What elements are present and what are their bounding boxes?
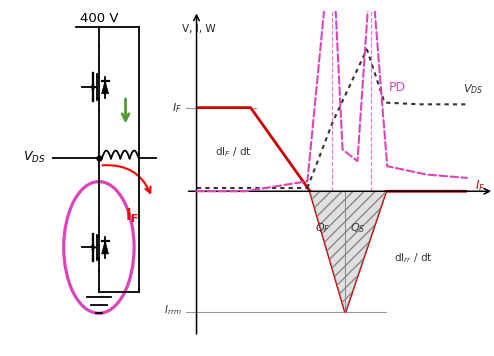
Polygon shape	[102, 81, 109, 94]
Text: $V_{DS}$: $V_{DS}$	[23, 150, 45, 165]
Text: dI$_F$ / dt: dI$_F$ / dt	[214, 145, 251, 159]
Text: $\mathbf{I_F}$: $\mathbf{I_F}$	[125, 206, 139, 225]
Text: $I_{rrm}$: $I_{rrm}$	[164, 303, 182, 317]
Text: $Q_S$: $Q_S$	[350, 221, 365, 235]
Text: dI$_{rr}$ / dt: dI$_{rr}$ / dt	[394, 251, 432, 265]
Polygon shape	[102, 241, 109, 254]
Text: $I_F$: $I_F$	[172, 101, 182, 115]
Text: PD: PD	[389, 81, 406, 94]
FancyArrowPatch shape	[103, 165, 151, 193]
Text: $Q_F$: $Q_F$	[315, 221, 330, 235]
Text: V, I, W: V, I, W	[182, 24, 215, 34]
Text: $V_{DS}$: $V_{DS}$	[463, 82, 483, 96]
Text: $I_F$: $I_F$	[475, 179, 486, 194]
Text: 400 V: 400 V	[80, 12, 118, 26]
